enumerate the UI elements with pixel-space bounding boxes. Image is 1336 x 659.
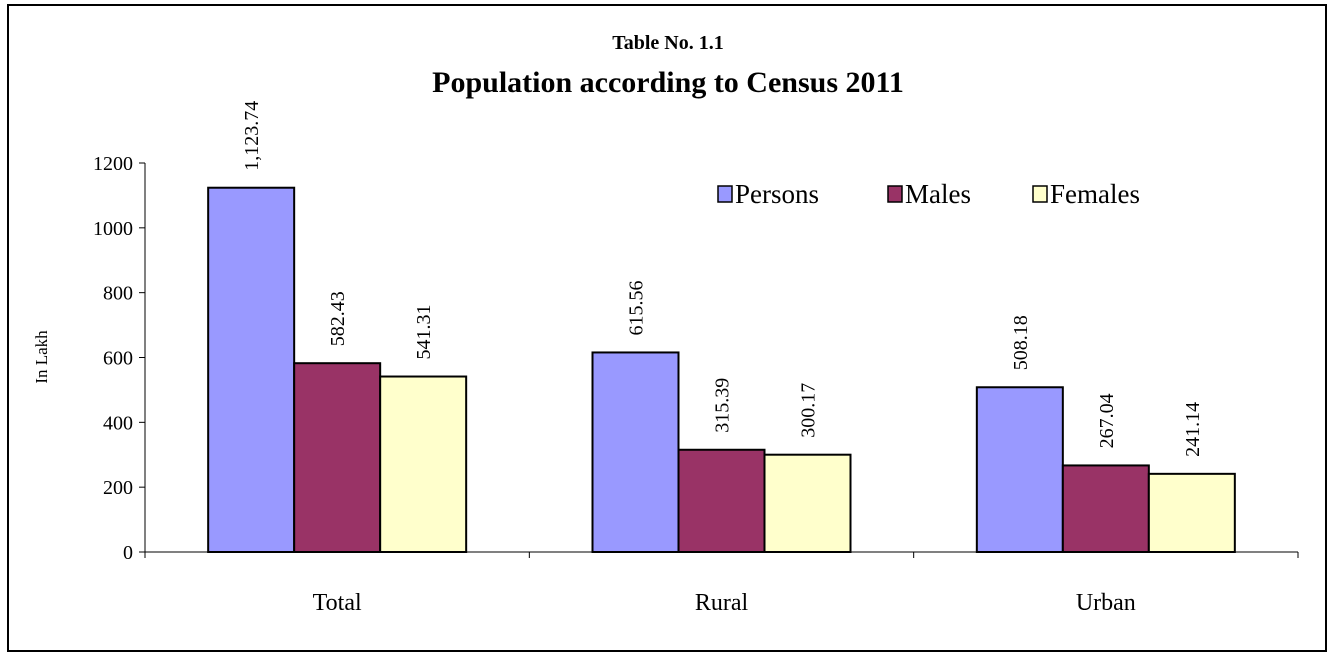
legend-label-males: Males — [905, 179, 971, 209]
legend-swatch-males — [887, 185, 903, 203]
data-label: 267.04 — [1096, 393, 1118, 448]
bar-females-urban — [1147, 472, 1236, 553]
y-axis-label: In Lakh — [32, 330, 51, 384]
data-label: 508.18 — [1010, 315, 1032, 370]
legend-label-persons: Persons — [735, 179, 819, 209]
bar-females-total — [379, 375, 468, 553]
bar-males-urban — [1061, 464, 1150, 554]
chart-frame — [7, 4, 1327, 652]
bar-persons-rural — [591, 351, 680, 553]
bar-persons-urban — [975, 386, 1064, 553]
y-tick-label: 800 — [103, 283, 133, 305]
data-label: 1,123.74 — [241, 101, 263, 171]
y-tick-label: 600 — [103, 348, 133, 370]
bars: 1,123.74 582.43 541.31 615.56 315.39 300.17 50… — [207, 101, 1236, 554]
data-label: 582.43 — [327, 291, 349, 346]
bar-females-rural — [763, 453, 852, 553]
chart-title: Table No. 1.1 — [612, 32, 724, 54]
chart-subtitle: Population according to Census 2011 — [432, 66, 904, 99]
y-tick-label: 400 — [103, 412, 133, 434]
y-tick-label: 200 — [103, 477, 133, 499]
y-tick-label: 1200 — [93, 153, 133, 175]
y-tick-label: 1000 — [93, 218, 133, 240]
bar-males-rural — [677, 448, 766, 553]
data-label: 615.56 — [626, 280, 648, 335]
bar-persons-total — [207, 186, 296, 553]
data-label: 541.31 — [413, 305, 435, 360]
x-tick-label: Rural — [695, 590, 749, 616]
data-label: 300.17 — [798, 383, 820, 438]
y-tick-label: 0 — [123, 542, 133, 564]
x-tick-label: Total — [313, 590, 362, 616]
data-label: 315.39 — [712, 378, 734, 433]
data-label: 241.14 — [1182, 402, 1204, 457]
legend-swatch-females — [1032, 185, 1048, 203]
legend-swatch-persons — [717, 185, 733, 203]
legend-label-females: Females — [1050, 179, 1140, 209]
bar-males-total — [293, 362, 382, 554]
axes: 0 200 400 600 800 1000 1200 Total Rural Urban — [93, 153, 1299, 616]
x-tick-label: Urban — [1076, 590, 1136, 616]
legend: Persons Males Females — [717, 179, 1140, 209]
